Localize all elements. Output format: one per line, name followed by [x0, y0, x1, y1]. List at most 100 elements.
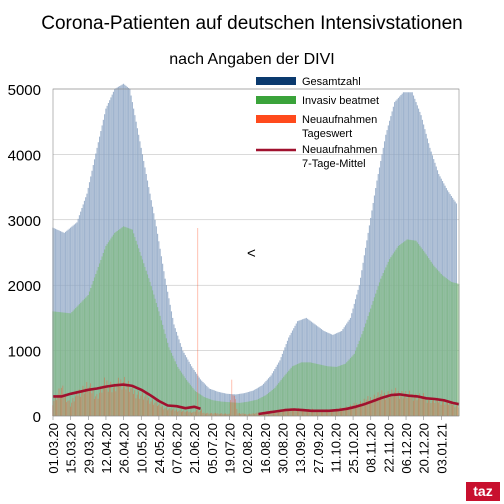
bar-neuaufnahmen-tageswert	[325, 409, 327, 416]
bar-neuaufnahmen-tageswert	[202, 413, 204, 416]
bar-invasiv-beatmet	[122, 226, 125, 416]
bar-invasiv-beatmet	[310, 362, 312, 416]
bar-neuaufnahmen-tageswert	[188, 412, 190, 416]
bar-neuaufnahmen-tageswert	[241, 413, 243, 416]
bar-neuaufnahmen-tageswert	[140, 395, 142, 416]
bar-invasiv-beatmet	[86, 296, 88, 416]
bar-invasiv-beatmet	[344, 363, 347, 416]
bar-neuaufnahmen-tageswert	[289, 409, 291, 416]
bar-invasiv-beatmet	[102, 252, 104, 416]
bar-neuaufnahmen-tageswert	[221, 413, 223, 416]
bar-invasiv-beatmet	[455, 283, 457, 416]
bar-neuaufnahmen-tageswert	[382, 396, 384, 416]
bar-neuaufnahmen-tageswert	[155, 401, 157, 416]
bar-neuaufnahmen-tageswert	[324, 410, 326, 416]
bar-invasiv-beatmet	[411, 240, 413, 416]
bar-neuaufnahmen-tageswert	[228, 413, 230, 416]
bar-invasiv-beatmet	[236, 402, 238, 416]
bar-invasiv-beatmet	[119, 229, 121, 416]
bar-invasiv-beatmet	[392, 253, 394, 416]
bar-neuaufnahmen-tageswert	[454, 407, 456, 416]
bar-invasiv-beatmet	[121, 227, 123, 416]
bar-invasiv-beatmet	[329, 366, 331, 416]
bar-neuaufnahmen-tageswert	[71, 402, 73, 416]
bar-invasiv-beatmet	[276, 384, 278, 416]
bar-neuaufnahmen-tageswert	[91, 393, 93, 416]
bar-neuaufnahmen-tageswert	[433, 397, 434, 416]
bar-neuaufnahmen-tageswert	[323, 411, 325, 416]
bar-neuaufnahmen-tageswert	[144, 396, 146, 416]
bar-neuaufnahmen-tageswert	[164, 408, 166, 416]
bar-neuaufnahmen-tageswert	[192, 412, 194, 416]
bar-neuaufnahmen-tageswert	[186, 411, 187, 416]
bar-neuaufnahmen-tageswert	[178, 410, 180, 416]
bar-neuaufnahmen-tageswert	[104, 377, 105, 416]
bar-invasiv-beatmet	[382, 273, 384, 416]
bar-invasiv-beatmet	[221, 401, 223, 416]
bar-invasiv-beatmet	[66, 312, 68, 416]
bar-invasiv-beatmet	[191, 386, 193, 416]
bar-invasiv-beatmet	[275, 386, 277, 416]
bar-invasiv-beatmet	[332, 366, 334, 416]
bar-neuaufnahmen-tageswert	[310, 409, 312, 416]
bar-neuaufnahmen-tageswert	[351, 407, 352, 416]
bar-neuaufnahmen-tageswert	[160, 407, 162, 416]
bar-invasiv-beatmet	[264, 395, 266, 416]
x-tick-label: 22.11.20	[381, 423, 396, 473]
bar-neuaufnahmen-tageswert	[395, 387, 397, 416]
bar-neuaufnahmen-tageswert	[88, 386, 90, 416]
bar-invasiv-beatmet	[410, 239, 412, 416]
bar-invasiv-beatmet	[436, 269, 439, 416]
bar-invasiv-beatmet	[293, 365, 295, 416]
bar-invasiv-beatmet	[174, 361, 176, 416]
bar-invasiv-beatmet	[397, 245, 399, 416]
bar-neuaufnahmen-tageswert	[189, 411, 191, 416]
bar-invasiv-beatmet	[249, 401, 251, 416]
bar-invasiv-beatmet	[380, 278, 382, 416]
bar-invasiv-beatmet	[128, 228, 130, 416]
bar-invasiv-beatmet	[307, 362, 309, 416]
bar-invasiv-beatmet	[265, 395, 267, 416]
bar-neuaufnahmen-tageswert	[383, 392, 385, 416]
bar-neuaufnahmen-tageswert	[337, 410, 339, 416]
bar-neuaufnahmen-tageswert	[76, 390, 78, 416]
bar-neuaufnahmen-tageswert	[361, 405, 363, 416]
bar-neuaufnahmen-tageswert	[218, 414, 220, 416]
bar-neuaufnahmen-tageswert	[209, 413, 211, 416]
bar-neuaufnahmen-tageswert	[183, 410, 185, 416]
bar-invasiv-beatmet	[72, 310, 74, 416]
bar-invasiv-beatmet	[64, 312, 67, 416]
bar-invasiv-beatmet	[235, 402, 237, 416]
bar-invasiv-beatmet	[425, 254, 427, 416]
bar-invasiv-beatmet	[216, 400, 218, 416]
bar-neuaufnahmen-tageswert	[367, 396, 369, 416]
bar-invasiv-beatmet	[196, 391, 198, 416]
bar-invasiv-beatmet	[207, 398, 209, 416]
bar-neuaufnahmen-tageswert	[264, 412, 265, 416]
legend-swatch-invasiv	[256, 96, 296, 104]
bar-neuaufnahmen-tageswert	[77, 395, 79, 416]
bar-neuaufnahmen-tageswert	[394, 392, 395, 416]
bar-invasiv-beatmet	[387, 261, 389, 416]
bar-invasiv-beatmet	[186, 380, 188, 416]
line-neuaufnahmen-7-tage-mittel	[53, 383, 201, 411]
bar-invasiv-beatmet	[112, 234, 115, 416]
bar-invasiv-beatmet	[305, 362, 307, 416]
bar-neuaufnahmen-tageswert	[353, 402, 355, 416]
bar-neuaufnahmen-tageswert	[455, 405, 457, 416]
bar-neuaufnahmen-tageswert	[358, 404, 360, 416]
bar-neuaufnahmen-tageswert	[187, 410, 189, 416]
bar-invasiv-beatmet	[109, 240, 111, 416]
bar-neuaufnahmen-tageswert	[290, 407, 292, 416]
bar-invasiv-beatmet	[414, 240, 416, 416]
bar-neuaufnahmen-tageswert	[429, 397, 431, 416]
bar-invasiv-beatmet	[57, 311, 59, 416]
bar-neuaufnahmen-tageswert	[235, 399, 236, 416]
bar-invasiv-beatmet	[256, 399, 258, 416]
bar-invasiv-beatmet	[328, 366, 330, 416]
bar-neuaufnahmen-tageswert	[386, 395, 388, 416]
bar-invasiv-beatmet	[56, 311, 58, 416]
bar-neuaufnahmen-tageswert	[53, 400, 55, 416]
legend-swatch-gesamtzahl	[256, 77, 296, 85]
bar-neuaufnahmen-tageswert	[348, 406, 350, 416]
